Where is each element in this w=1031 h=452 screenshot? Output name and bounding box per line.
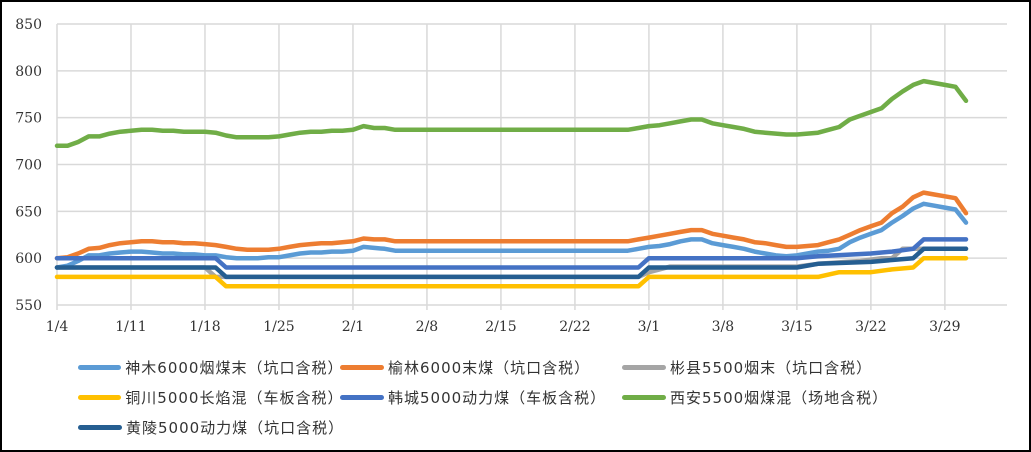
legend-swatch-icon [340, 394, 384, 400]
x-tick-label: 2/15 [485, 319, 516, 335]
series-line [54, 201, 969, 270]
x-tick-label: 3/1 [638, 319, 661, 335]
legend-swatch-icon [78, 394, 122, 400]
legend-swatch-icon [78, 364, 122, 370]
x-tick-label: 1/4 [46, 319, 69, 335]
legend-item-binxian: 彬县5500烟末（坑口含税） [622, 357, 872, 378]
line-chart: 550 600 650 700 750 800 850 1/4 1/11 1/18 1/25 2/1 2… [15, 17, 1007, 335]
y-tick-label: 600 [15, 251, 42, 267]
legend-item-shenmu: 神木6000烟煤末（坑口含税） [78, 357, 344, 378]
legend-swatch-icon [340, 364, 384, 370]
y-tick-label: 700 [15, 158, 42, 174]
y-tick-label: 850 [15, 17, 42, 33]
legend-row-2: 铜川5000长焰混（车板含税） 韩城5000动力煤（车板含税） 西安5500烟煤… [78, 382, 978, 412]
series-line [54, 190, 969, 261]
x-tick-label: 3/29 [929, 319, 960, 335]
legend-label: 韩城5000动力煤（车板含税） [388, 388, 607, 407]
legend-row-1: 神木6000烟煤末（坑口含税） 榆林6000末煤（坑口含税） 彬县5500烟末（… [78, 352, 978, 382]
series-line [54, 237, 969, 270]
x-tick-label: 3/22 [855, 319, 886, 335]
legend-row-3: 黄陵5000动力煤（坑口含税） [78, 412, 978, 442]
x-tick-label: 1/25 [263, 319, 294, 335]
chart-legend: 神木6000烟煤末（坑口含税） 榆林6000末煤（坑口含税） 彬县5500烟末（… [78, 352, 978, 442]
x-tick-label: 3/15 [781, 319, 812, 335]
y-tick-label: 650 [15, 204, 42, 220]
x-tick-label: 1/11 [115, 319, 146, 335]
x-tick-label: 2/1 [342, 319, 365, 335]
x-tick-label: 2/22 [559, 319, 590, 335]
x-tick-label: 2/8 [416, 319, 439, 335]
legend-label: 榆林6000末煤（坑口含税） [388, 358, 591, 377]
legend-label: 神木6000烟煤末（坑口含税） [125, 358, 344, 377]
x-tick-label: 1/18 [189, 319, 220, 335]
series-line [54, 255, 969, 289]
series-line [54, 246, 969, 280]
legend-item-xian: 西安5500烟煤混（场地含税） [622, 387, 888, 408]
legend-swatch-icon [78, 424, 122, 430]
legend-swatch-icon [622, 364, 666, 370]
legend-item-hancheng: 韩城5000动力煤（车板含税） [340, 387, 622, 408]
x-tick-label: 3/8 [712, 319, 735, 335]
legend-item-tongchuan: 铜川5000长焰混（车板含税） [78, 387, 344, 408]
legend-swatch-icon [622, 394, 666, 400]
legend-label: 铜川5000长焰混（车板含税） [125, 388, 344, 407]
legend-label: 彬县5500烟末（坑口含税） [670, 358, 873, 377]
legend-item-huangling: 黄陵5000动力煤（坑口含税） [78, 417, 344, 438]
legend-item-yulin: 榆林6000末煤（坑口含税） [340, 357, 622, 378]
legend-label: 西安5500烟煤混（场地含税） [670, 388, 889, 407]
y-tick-label: 550 [15, 298, 42, 314]
legend-label: 黄陵5000动力煤（坑口含税） [126, 418, 345, 437]
y-tick-label: 800 [15, 64, 42, 80]
series-line [54, 78, 969, 149]
y-tick-label: 750 [15, 111, 42, 127]
